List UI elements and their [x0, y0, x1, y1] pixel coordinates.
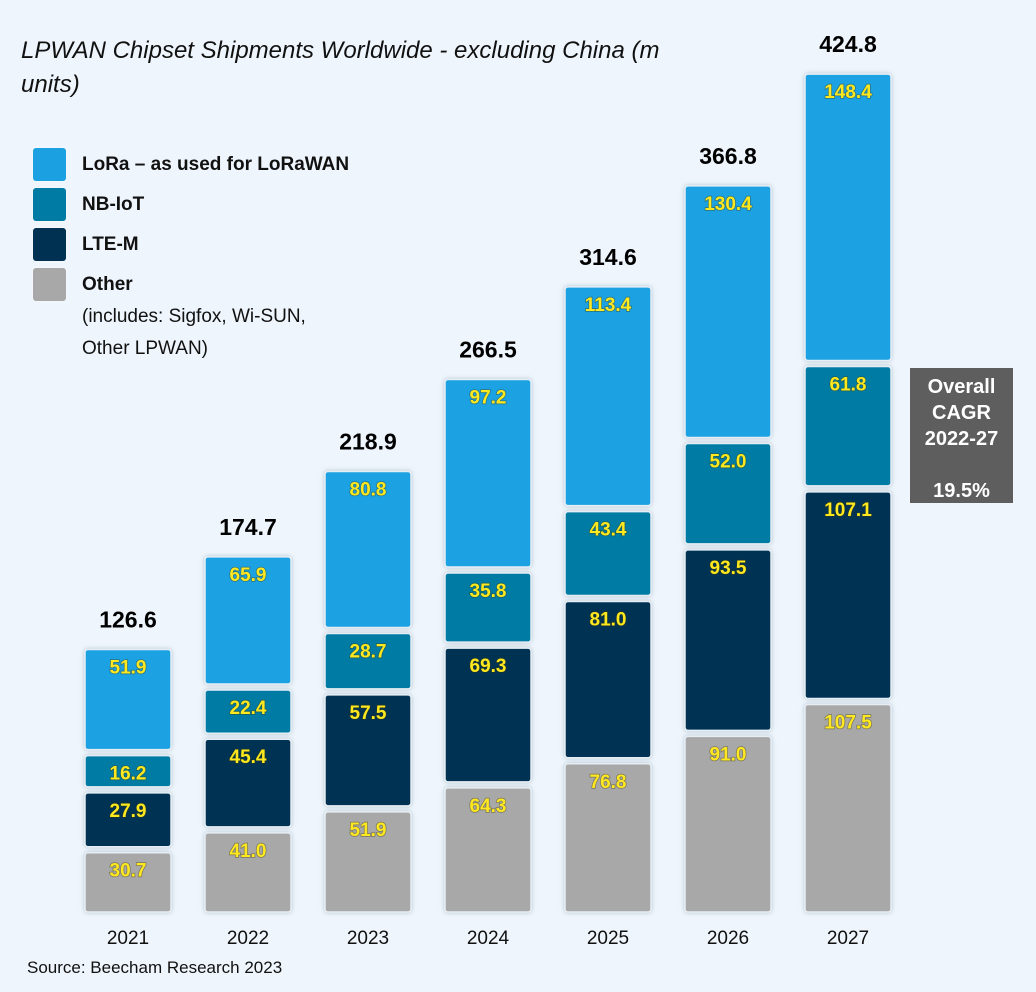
bar-segment-nb-iot-2021: [84, 754, 172, 788]
legend-note-other: (includes: Sigfox, Wi-SUN, Other LPWAN): [82, 306, 306, 359]
data-label: 130.4: [704, 194, 752, 215]
bar-segment-lora-2024: [444, 378, 532, 568]
chart-title: LPWAN Chipset Shipments Worldwide - excl…: [21, 37, 660, 98]
bar-segment-lora-2025: [564, 286, 652, 507]
legend-item-other: Other: [33, 268, 349, 301]
bar-segment-lte-m-2027: [804, 491, 892, 700]
legend-label: Other: [82, 274, 133, 295]
legend-item-lora: LoRa – as used for LoRaWAN: [33, 148, 349, 188]
data-label: 52.0: [710, 452, 747, 473]
bar-segment-other-2027: [804, 703, 892, 913]
legend-swatch-ltem: [33, 228, 66, 261]
data-label: 51.9: [350, 820, 387, 841]
data-label: 81.0: [590, 609, 627, 630]
bar-segment-lora-2021: [84, 648, 172, 751]
bar-segment-lora-2023: [324, 470, 412, 629]
bar-segment-nb-iot-2025: [564, 510, 652, 597]
data-label: 65.9: [230, 565, 267, 586]
bar-segment-nb-iot-2026: [684, 442, 772, 545]
data-label: 51.9: [110, 657, 147, 678]
bar-segment-other-2023: [324, 811, 412, 913]
data-label: 27.9: [110, 801, 147, 822]
bar-segment-nb-iot-2022: [204, 689, 292, 734]
total-label: 174.7: [219, 514, 277, 540]
data-label: 107.1: [824, 500, 872, 521]
bar-segment-lte-m-2026: [684, 549, 772, 732]
legend-item-nbiot: NB-IoT: [33, 188, 349, 228]
data-label: 41.0: [230, 841, 267, 862]
bar-segment-lora-2022: [204, 556, 292, 685]
bar-segment-nb-iot-2023: [324, 632, 412, 690]
bar-segment-other-2022: [204, 832, 292, 913]
bar-segment-other-2025: [564, 763, 652, 913]
bar-segment-lte-m-2022: [204, 738, 292, 828]
bar-segment-lora-2026: [684, 185, 772, 439]
bar-segment-lte-m-2024: [444, 647, 532, 783]
bar-segment-lte-m-2025: [564, 600, 652, 759]
total-label: 366.8: [699, 143, 757, 169]
bar-segment-lora-2027: [804, 73, 892, 362]
bar-segment-other-2021: [84, 851, 172, 913]
data-label: 64.3: [470, 796, 507, 817]
bar-segment-nb-iot-2027: [804, 365, 892, 487]
x-tick-label: 2027: [827, 928, 869, 949]
data-label: 97.2: [470, 387, 507, 408]
cagr-line1: Overall: [927, 376, 996, 398]
cagr-line3: 2022-27: [924, 428, 999, 450]
total-label: 314.6: [579, 244, 637, 270]
cagr-line2: CAGR: [932, 402, 991, 424]
x-tick-label: 2021: [107, 928, 149, 949]
total-label: 424.8: [819, 31, 877, 57]
x-tick-label: 2026: [707, 928, 749, 949]
data-label: 113.4: [585, 295, 632, 316]
data-label: 93.5: [710, 558, 747, 579]
data-label: 35.8: [470, 581, 507, 602]
source-note: Source: Beecham Research 2023: [27, 958, 283, 977]
cagr-box: Overall CAGR 2022-27 19.5%: [910, 368, 1013, 503]
data-label: 45.4: [230, 747, 267, 768]
data-label: 69.3: [470, 656, 507, 677]
bar-segment-lte-m-2021: [84, 792, 172, 848]
bar-segment-nb-iot-2024: [444, 572, 532, 643]
data-label: 30.7: [110, 861, 147, 882]
data-label: 107.5: [824, 713, 872, 734]
legend-item-ltem: LTE-M: [33, 228, 349, 268]
data-label: 61.8: [830, 375, 867, 396]
data-label: 76.8: [590, 772, 627, 793]
bar-segment-other-2026: [684, 735, 772, 913]
x-tick-label: 2025: [587, 928, 629, 949]
data-label: 91.0: [710, 744, 747, 765]
legend-label: LTE-M: [82, 234, 139, 255]
legend: LoRa – as used for LoRaWAN NB-IoT LTE-M …: [33, 148, 349, 365]
total-label: 218.9: [339, 429, 397, 455]
cagr-value: 19.5%: [933, 480, 990, 502]
legend-label: LoRa – as used for LoRaWAN: [82, 154, 350, 175]
data-label: 28.7: [350, 641, 387, 662]
legend-swatch-nbiot: [33, 188, 66, 221]
x-tick-label: 2023: [347, 928, 389, 949]
data-label: 148.4: [824, 82, 872, 103]
data-label: 16.2: [110, 764, 147, 785]
total-label: 126.6: [99, 606, 157, 632]
total-label: 266.5: [459, 336, 517, 362]
bar-segment-lte-m-2023: [324, 694, 412, 807]
data-label: 43.4: [590, 520, 627, 541]
x-tick-label: 2024: [467, 928, 510, 949]
legend-label: NB-IoT: [82, 194, 145, 215]
bar-segment-other-2024: [444, 787, 532, 913]
x-tick-label: 2022: [227, 928, 269, 949]
legend-swatch-other: [33, 268, 66, 301]
data-label: 80.8: [350, 480, 387, 501]
legend-swatch-lora: [33, 148, 66, 181]
data-label: 57.5: [350, 703, 387, 724]
data-label: 22.4: [230, 698, 267, 719]
